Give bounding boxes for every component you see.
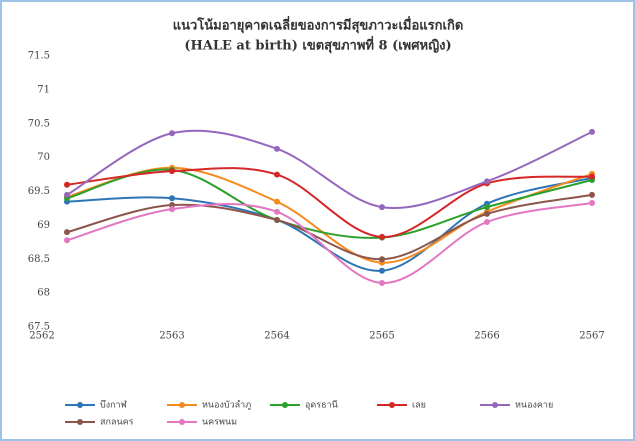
y-tick-label: 68.5 — [28, 254, 50, 265]
legend-label: สกลนคร — [100, 418, 134, 428]
y-tick-label: 67.5 — [28, 322, 50, 333]
legend-marker — [389, 402, 395, 408]
point — [274, 216, 280, 223]
y-tick-label: 71.5 — [28, 51, 50, 62]
legend-label: หนองบัวลำภู — [202, 400, 251, 411]
legend-marker — [282, 402, 288, 408]
legend-label: เลย — [412, 401, 426, 411]
legend-marker — [77, 402, 83, 408]
point — [589, 191, 595, 198]
legend-label: บึงกาฬ — [100, 400, 128, 411]
point — [64, 237, 70, 244]
y-tick-label: 69 — [37, 220, 50, 231]
x-tick-label: 2564 — [264, 331, 289, 342]
point — [589, 128, 595, 135]
y-tick-label: 70.5 — [28, 118, 50, 129]
point — [484, 218, 490, 225]
point — [589, 173, 595, 180]
y-tick-label: 69.5 — [28, 186, 50, 197]
y-tick-label: 70 — [37, 152, 50, 163]
point — [274, 171, 280, 178]
x-tick-label: 2565 — [369, 331, 394, 342]
point — [484, 178, 490, 185]
x-tick-label: 2563 — [159, 331, 184, 342]
legend-label: นครพนม — [202, 418, 237, 428]
point — [379, 279, 385, 286]
point — [274, 145, 280, 152]
y-tick-label: 71 — [37, 84, 50, 95]
x-tick-label: 2567 — [579, 331, 604, 342]
series-line — [66, 166, 593, 264]
series-line — [66, 202, 593, 284]
point — [484, 204, 490, 211]
series-line — [66, 167, 593, 238]
legend-label: อุดรธานี — [305, 400, 338, 411]
series-line — [66, 168, 593, 239]
point — [379, 233, 385, 240]
legend-label: หนองคาย — [515, 401, 553, 411]
point — [379, 204, 385, 211]
series-line — [66, 193, 593, 261]
point — [169, 206, 175, 213]
point — [274, 208, 280, 215]
chart-title: แนวโน้มอายุคาดเฉลี่ยของการมีสุขภาวะเมื่อ… — [173, 16, 464, 34]
point — [379, 267, 385, 274]
x-tick-label: 2566 — [474, 331, 499, 342]
series-line — [66, 176, 593, 272]
point — [169, 130, 175, 137]
legend-marker — [492, 402, 498, 408]
legend-marker — [77, 419, 83, 425]
chart-subtitle: (HALE at birth) เขตสุขภาพที่ 8 (เพศหญิง) — [184, 36, 451, 54]
point — [484, 210, 490, 217]
point — [379, 256, 385, 263]
point — [64, 191, 70, 198]
y-tick-label: 68 — [37, 288, 50, 299]
legend-marker — [179, 402, 185, 408]
point — [64, 181, 70, 188]
point — [169, 195, 175, 202]
point — [64, 229, 70, 236]
series-line — [66, 129, 593, 209]
point — [169, 168, 175, 175]
x-tick-label: 2562 — [29, 331, 54, 342]
point — [274, 198, 280, 205]
point — [589, 200, 595, 207]
legend-marker — [179, 419, 185, 425]
